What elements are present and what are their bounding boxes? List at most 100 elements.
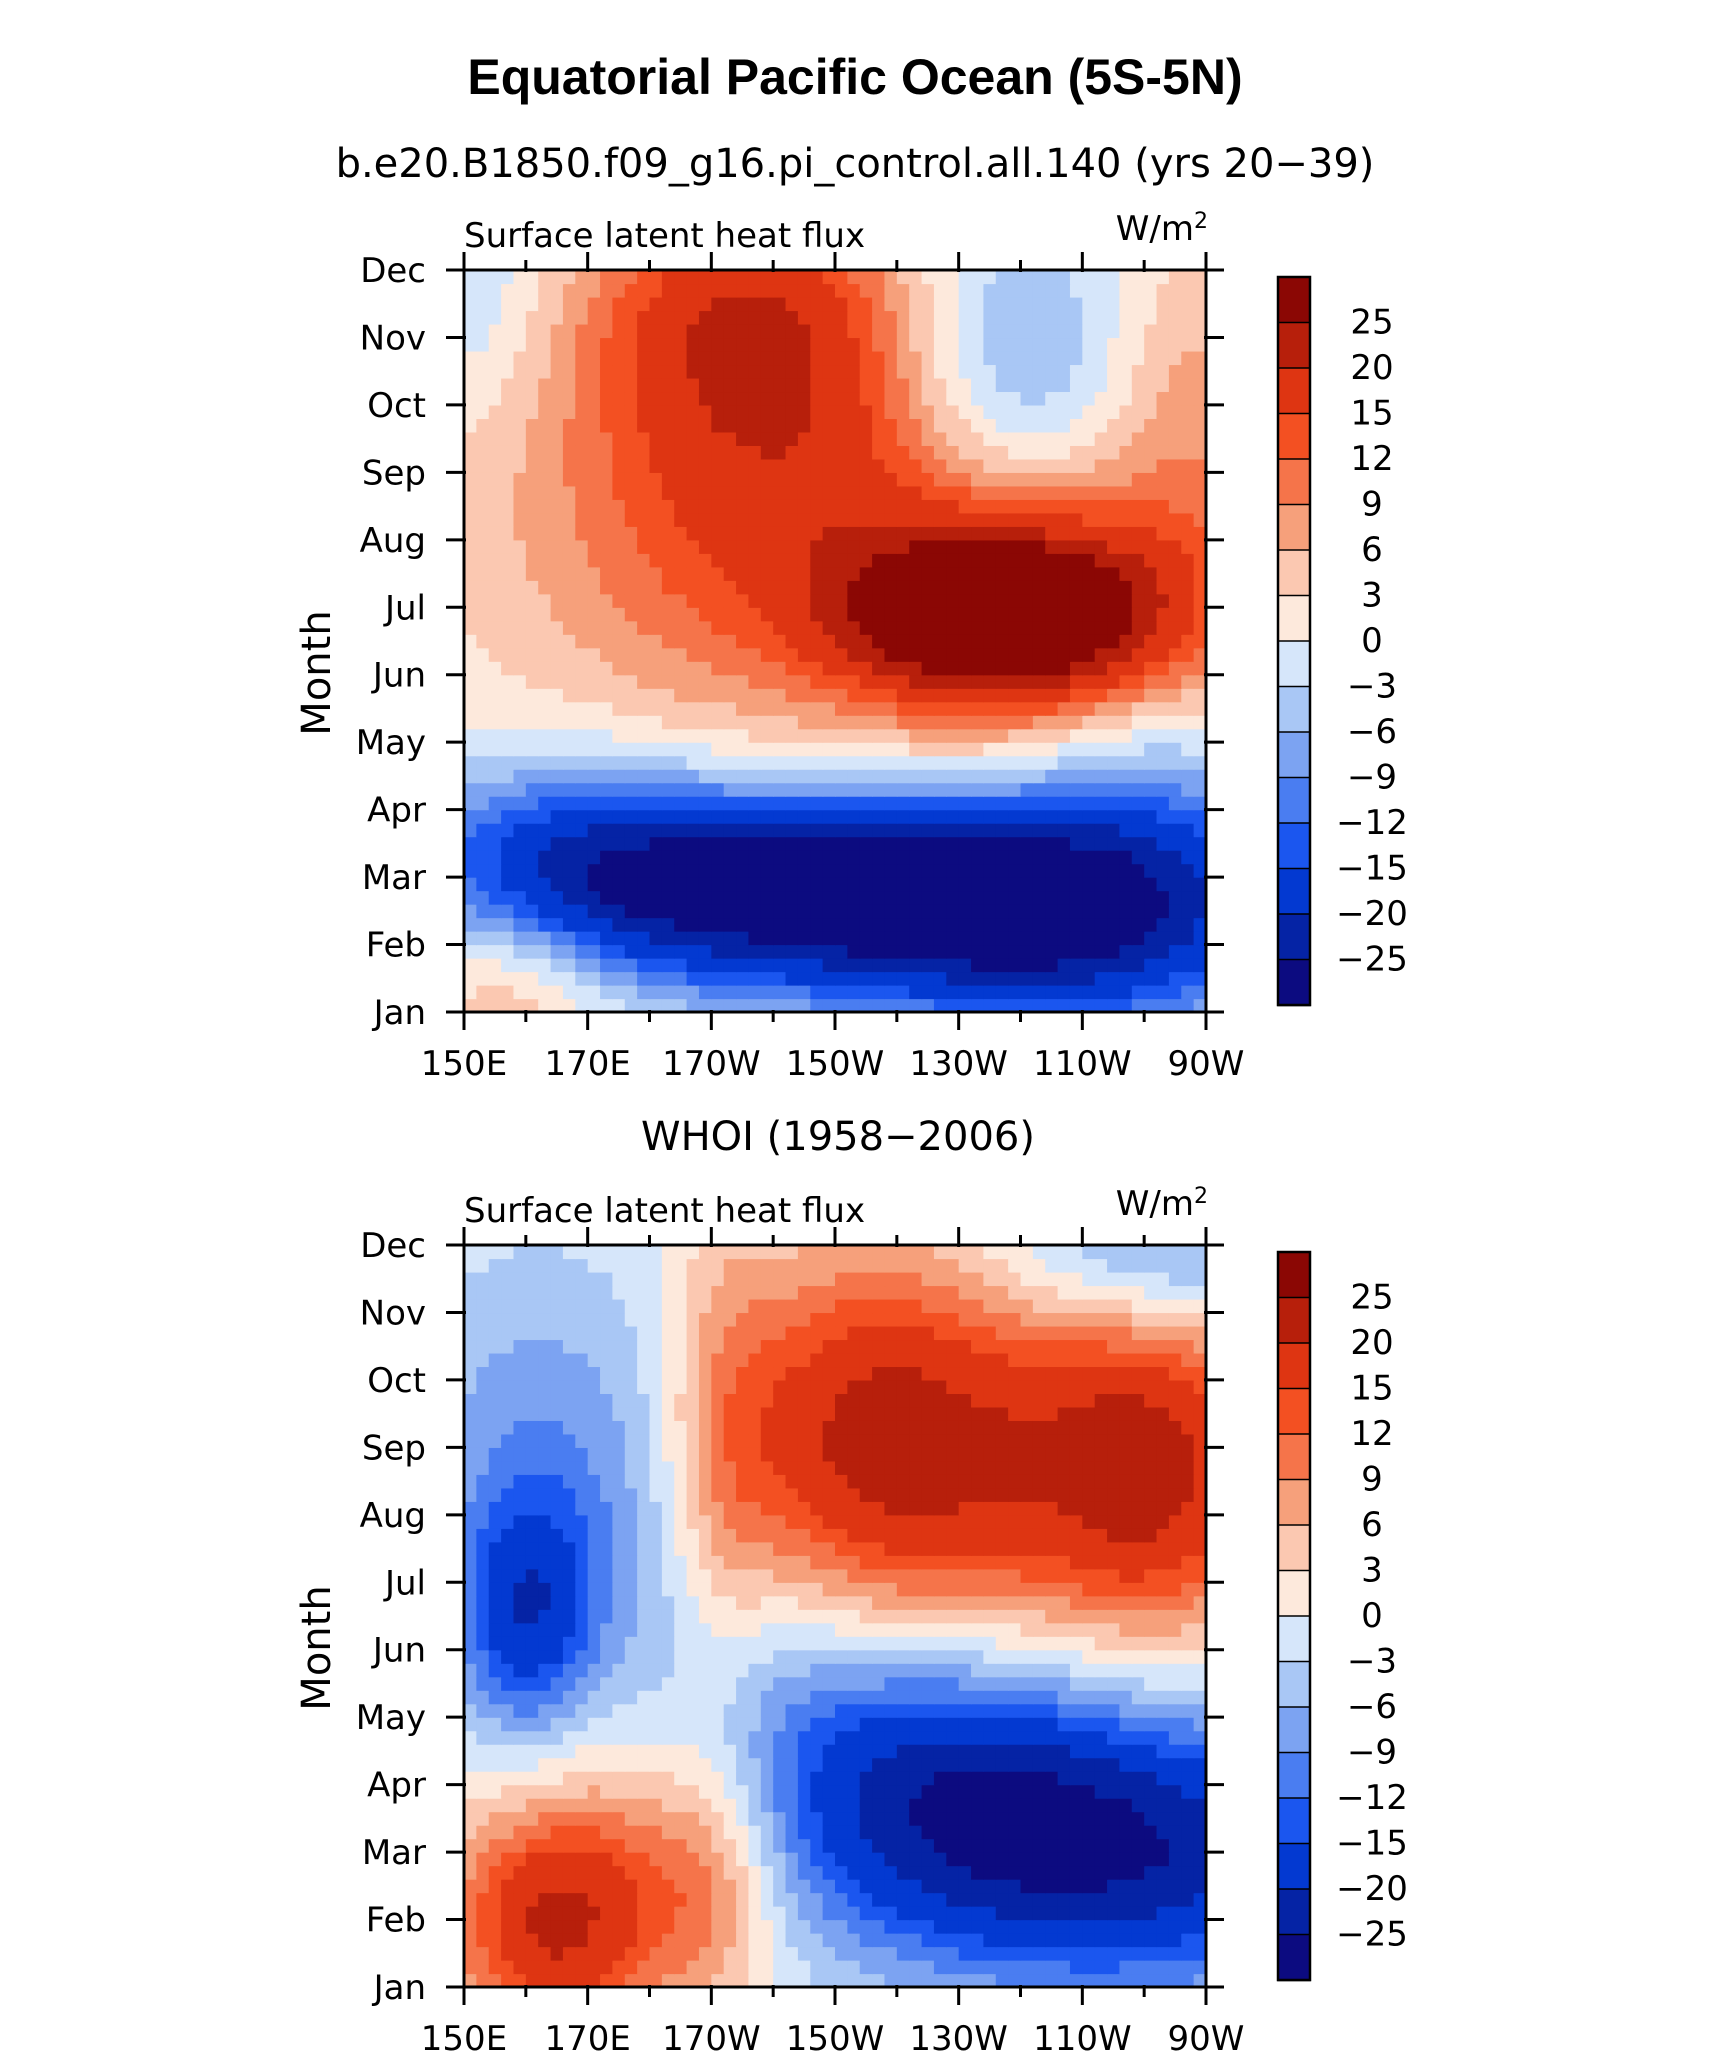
contour-cell	[1094, 944, 1108, 959]
contour-cell	[785, 350, 799, 366]
contour-cell	[1156, 499, 1170, 514]
contour-cell	[1181, 863, 1195, 878]
contour-cell	[1045, 1757, 1059, 1772]
contour-cell	[1131, 485, 1145, 500]
contour-cell	[909, 674, 923, 689]
contour-cell	[822, 958, 836, 973]
contour-cell	[550, 270, 564, 285]
contour-cell	[1008, 485, 1022, 500]
contour-cell	[1107, 310, 1121, 325]
contour-cell	[624, 1622, 638, 1637]
contour-cell	[1107, 715, 1121, 730]
contour-cell	[971, 607, 984, 622]
contour-cell	[501, 1663, 515, 1678]
contour-cell	[723, 1852, 737, 1867]
contour-cell	[884, 364, 898, 379]
contour-cell	[1008, 1690, 1022, 1705]
colorbar-swatch	[1277, 458, 1311, 506]
contour-cell	[736, 971, 750, 986]
contour-cell	[822, 1825, 836, 1840]
contour-cell	[1008, 661, 1022, 676]
contour-cell	[575, 809, 589, 824]
contour-cell	[513, 796, 527, 811]
contour-cell	[797, 499, 811, 514]
contour-cell	[600, 337, 613, 352]
contour-cell	[711, 458, 725, 473]
contour-cell	[1119, 607, 1133, 622]
contour-cell	[748, 566, 762, 581]
contour-cell	[575, 458, 589, 473]
contour-cell	[1032, 350, 1046, 366]
contour-cell	[1020, 823, 1034, 838]
contour-cell	[612, 1676, 626, 1691]
contour-cell	[736, 1784, 750, 1799]
contour-cell	[525, 607, 539, 622]
contour-cell	[1156, 742, 1170, 757]
contour-cell	[711, 1798, 725, 1813]
contour-cell	[995, 890, 1009, 905]
contour-cell	[464, 1865, 477, 1880]
contour-cell	[847, 931, 861, 946]
contour-cell	[909, 917, 923, 932]
contour-cell	[748, 296, 762, 312]
contour-cell	[711, 796, 725, 811]
contour-cell	[538, 782, 552, 797]
contour-cell	[797, 661, 811, 676]
contour-cell	[773, 1798, 787, 1813]
contour-cell	[698, 458, 712, 473]
contour-cell	[1107, 296, 1121, 312]
contour-cell	[550, 1622, 564, 1637]
contour-cell	[835, 431, 848, 446]
contour-cell	[513, 1730, 527, 1745]
contour-cell	[810, 1649, 824, 1664]
contour-cell	[488, 512, 502, 527]
contour-cell	[1057, 661, 1071, 676]
contour-cell	[884, 958, 898, 973]
contour-cell	[723, 1919, 737, 1934]
contour-cell	[1107, 904, 1121, 919]
contour-cell	[1094, 1757, 1108, 1772]
contour-cell	[760, 337, 774, 352]
contour-cell	[1193, 1838, 1207, 1853]
contour-cell	[933, 310, 947, 325]
contour-cell	[612, 971, 626, 986]
contour-cell	[674, 1717, 688, 1732]
contour-cell	[624, 364, 638, 379]
contour-cell	[946, 499, 960, 514]
contour-cell	[637, 931, 651, 946]
contour-cell	[859, 1811, 873, 1826]
contour-cell	[1119, 674, 1133, 689]
contour-cell	[958, 1973, 972, 1988]
contour-cell	[624, 674, 638, 689]
contour-cell	[748, 364, 762, 379]
contour-cell	[847, 607, 861, 622]
contour-cell	[896, 499, 910, 514]
contour-cell	[958, 917, 972, 932]
contour-cell	[488, 971, 502, 986]
contour-cell	[686, 836, 700, 851]
contour-cell	[1057, 310, 1071, 325]
contour-cell	[538, 1879, 552, 1894]
contour-cell	[971, 728, 984, 743]
contour-cell	[1094, 850, 1108, 865]
contour-cell	[835, 998, 848, 1013]
contour-cell	[538, 1690, 552, 1705]
contour-cell	[501, 1838, 515, 1853]
contour-cell	[773, 850, 787, 865]
contour-cell	[1020, 1933, 1034, 1948]
contour-cell	[1057, 1811, 1071, 1826]
contour-cell	[649, 472, 663, 487]
contour-cell	[760, 1879, 774, 1894]
contour-cell	[624, 863, 638, 878]
contour-cell	[575, 350, 589, 366]
contour-cell	[933, 755, 947, 770]
contour-cell	[1119, 1784, 1133, 1799]
contour-cell	[909, 701, 923, 716]
contour-cell	[760, 769, 774, 784]
contour-cell	[550, 1946, 564, 1961]
contour-cell	[896, 1784, 910, 1799]
contour-cell	[686, 904, 700, 919]
contour-cell	[1144, 944, 1158, 959]
contour-cell	[1032, 1663, 1046, 1678]
contour-cell	[995, 742, 1009, 757]
